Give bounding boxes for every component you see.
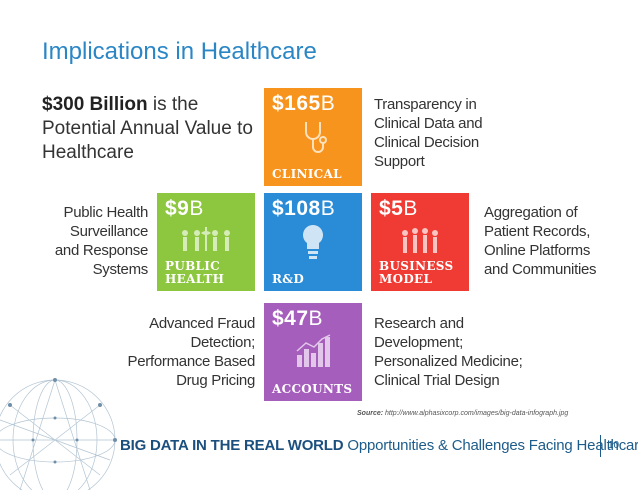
tile-rd-label: R&D [272,272,305,286]
tile-business-label: BUSINESS MODEL [379,259,454,286]
footer-bold: BIG DATA IN THE REAL WORLD [120,437,344,454]
footer-subtitle: Opportunities & Challenges Facing Health… [343,437,638,454]
tile-accounts-amount: $47B [272,307,324,330]
page-number: 10 [608,440,620,451]
tile-rd: $108B R&D [264,193,362,291]
tile-clinical-amount: $165B [272,92,336,115]
desc-accounts: Advanced Fraud Detection; Performance Ba… [127,315,256,389]
tile-accounts: $47B ACCOUNTS [264,303,362,401]
tile-business-amount: $5B [379,197,418,220]
page-title: Implications in Healthcare [42,38,317,65]
tile-public-health: $9B PUBLIC HEALTH [157,193,255,291]
tile-business-model: $5B BUSINESS MODEL [371,193,469,291]
lightbulb-icon [303,225,323,259]
tile-rd-amount: $108B [272,197,336,220]
bar-chart-icon [296,334,331,367]
footer-separator [600,435,601,457]
headline: $300 Billion is the Potential Annual Val… [42,93,262,165]
tile-accounts-label: ACCOUNTS [272,382,353,396]
desc-clinical: Transparency in Clinical Data and Clinic… [374,96,483,170]
tile-public-health-amount: $9B [165,197,204,220]
people-icon [182,227,230,251]
headline-text: is the Potential Annual Value to Healthc… [42,94,253,163]
team-icon [402,228,438,253]
tile-clinical-label: CLINICAL [272,167,342,181]
headline-amount: $300 Billion [42,94,148,115]
stethoscope-icon [305,122,327,153]
tile-public-health-label: PUBLIC HEALTH [165,259,225,286]
globe-network-graphic [0,378,117,490]
tile-clinical: $165B CLINICAL [264,88,362,186]
source-citation: Source: http://www.alphasixcorp.com/imag… [357,410,569,417]
desc-research: Research and Development; Personalized M… [374,315,523,389]
desc-business: Aggregation of Patient Records, Online P… [484,204,597,278]
desc-public-health: Public Health Surveillance and Response … [54,204,148,278]
footer-text: BIG DATA IN THE REAL WORLD Opportunities… [120,437,638,454]
